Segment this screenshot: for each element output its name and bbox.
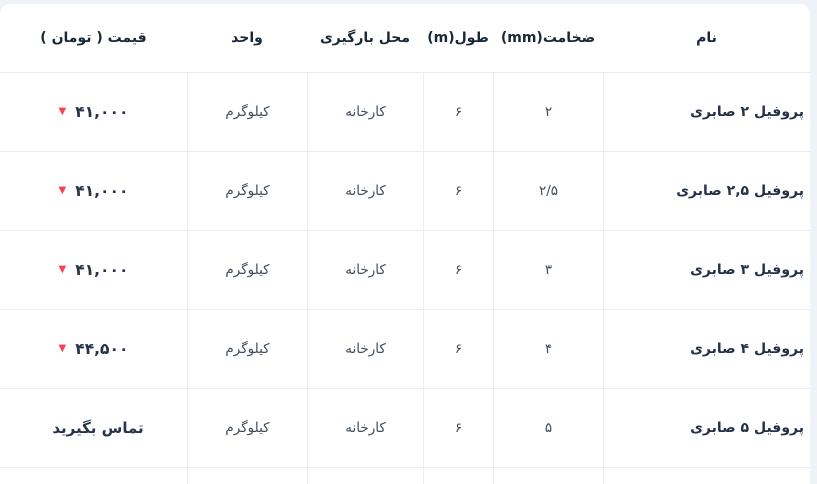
column-header-loading: محل بارگیری — [297, 4, 413, 72]
price-down-triangle-icon: ▼ — [49, 186, 57, 196]
cell-thickness: ۳ — [483, 231, 593, 309]
column-header-name: نام — [593, 4, 800, 72]
cell-price: تماس بگیرید — [0, 389, 177, 467]
cell-product-name: پروفیل ۲ صابری — [593, 73, 800, 151]
cell-thickness: ۲/۵ — [483, 152, 593, 230]
page: نام ضخامت(mm) طول(m) محل بارگیری واحد قی… — [0, 0, 817, 484]
cell-loading-location: کارخانه — [297, 231, 413, 309]
cell-product-name: پروفیل ۴ صابری — [593, 310, 800, 388]
table-row: پروفیل ۲,۵ صابری ۲/۵ ۶ کارخانه کیلوگرم ۴… — [0, 152, 800, 231]
price-down-triangle-icon: ▼ — [49, 107, 57, 117]
cell-unit — [177, 468, 297, 484]
price-table-card: نام ضخامت(mm) طول(m) محل بارگیری واحد قی… — [0, 4, 800, 484]
cell-length: ۶ — [413, 310, 483, 388]
cell-thickness — [483, 468, 593, 484]
cell-length: ۶ — [413, 389, 483, 467]
column-header-length: طول(m) — [413, 4, 483, 72]
cell-product-name: پروفیل ۳ صابری — [593, 231, 800, 309]
cell-price: ۴۱,۰۰۰ ▼ — [0, 231, 177, 309]
price-value: تماس بگیرید — [42, 419, 133, 437]
cell-length: ۶ — [413, 152, 483, 230]
price-value: ۴۴,۵۰۰ — [65, 340, 118, 358]
cell-loading-location: کارخانه — [297, 389, 413, 467]
cell-unit: کیلوگرم — [177, 389, 297, 467]
cell-price: ۴۱,۰۰۰ ▼ — [0, 73, 177, 151]
cell-unit: کیلوگرم — [177, 310, 297, 388]
cell-length: ۶ — [413, 73, 483, 151]
cell-thickness: ۲ — [483, 73, 593, 151]
price-value: ۴۱,۰۰۰ — [65, 103, 118, 121]
cell-length: ۶ — [413, 231, 483, 309]
cell-price: ۴۴,۵۰۰ ▼ — [0, 310, 177, 388]
cell-thickness: ۴ — [483, 310, 593, 388]
cell-price: ۴۱,۰۰۰ ▼ — [0, 152, 177, 230]
table-header-row: نام ضخامت(mm) طول(m) محل بارگیری واحد قی… — [0, 4, 800, 73]
cell-loading-location: کارخانه — [297, 310, 413, 388]
cell-length — [413, 468, 483, 484]
price-value: ۴۱,۰۰۰ — [65, 261, 118, 279]
table-row: پروفیل ۳ صابری ۳ ۶ کارخانه کیلوگرم ۴۱,۰۰… — [0, 231, 800, 310]
cell-unit: کیلوگرم — [177, 231, 297, 309]
cell-product-name — [593, 468, 800, 484]
table-row: پروفیل ۴ صابری ۴ ۶ کارخانه کیلوگرم ۴۴,۵۰… — [0, 310, 800, 389]
cell-thickness: ۵ — [483, 389, 593, 467]
cell-product-name: پروفیل ۵ صابری — [593, 389, 800, 467]
table-row-partial — [0, 468, 800, 484]
cell-loading-location: کارخانه — [297, 73, 413, 151]
table-row: پروفیل ۵ صابری ۵ ۶ کارخانه کیلوگرم تماس … — [0, 389, 800, 468]
price-down-triangle-icon: ▼ — [49, 265, 57, 275]
column-header-thickness: ضخامت(mm) — [483, 4, 593, 72]
price-value: ۴۱,۰۰۰ — [65, 182, 118, 200]
cell-unit: کیلوگرم — [177, 152, 297, 230]
cell-price — [0, 468, 177, 484]
column-header-price: قیمت ( تومان ) — [0, 4, 177, 72]
cell-product-name: پروفیل ۲,۵ صابری — [593, 152, 800, 230]
column-header-unit: واحد — [177, 4, 297, 72]
cell-unit: کیلوگرم — [177, 73, 297, 151]
cell-loading-location — [297, 468, 413, 484]
price-down-triangle-icon: ▼ — [49, 344, 57, 354]
table-row: پروفیل ۲ صابری ۲ ۶ کارخانه کیلوگرم ۴۱,۰۰… — [0, 73, 800, 152]
cell-loading-location: کارخانه — [297, 152, 413, 230]
